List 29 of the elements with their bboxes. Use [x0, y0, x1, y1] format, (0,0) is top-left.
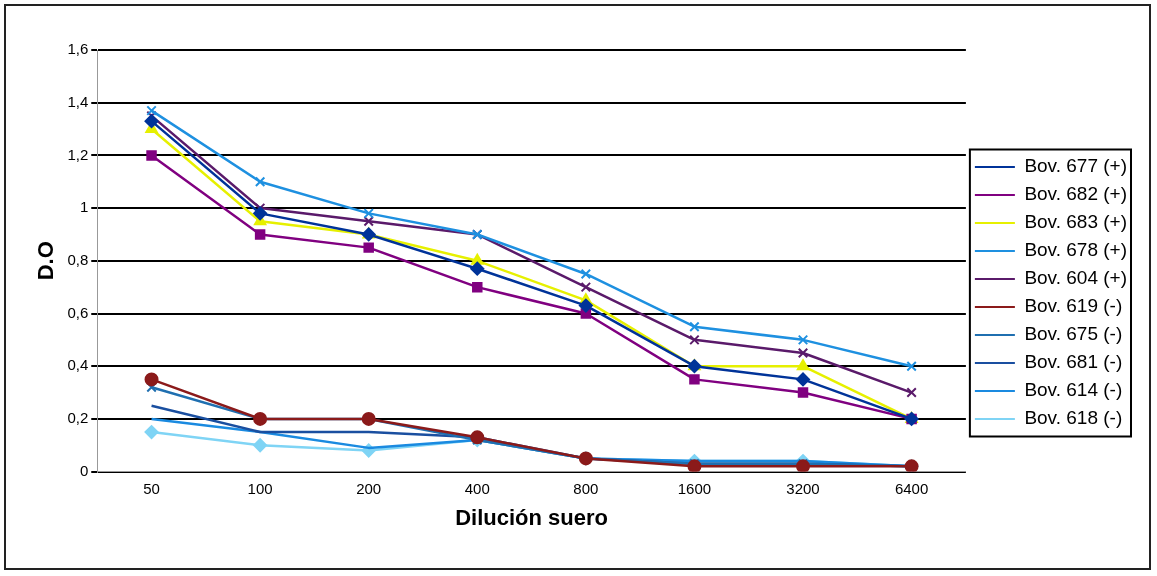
y-tick-label: 0,4	[67, 356, 89, 374]
legend-label: Bov. 683 (+)	[1024, 211, 1128, 233]
legend-label: Bov. 675 (-)	[1024, 323, 1123, 345]
x-tick-label: 200	[356, 479, 382, 497]
y-tick-label: 0,6	[67, 303, 89, 321]
legend-label: Bov. 681 (-)	[1024, 351, 1123, 373]
legend-label: Bov. 677 (+)	[1024, 155, 1128, 177]
y-tick-label: 0,8	[67, 250, 89, 268]
legend-label: Bov. 678 (+)	[1024, 239, 1128, 261]
y-axis-title: D.O	[33, 241, 59, 281]
y-tick-label: 0,2	[67, 409, 89, 427]
y-tick-label: 1,2	[67, 145, 89, 163]
legend-label: Bov. 614 (-)	[1024, 379, 1123, 401]
x-tick-label: 50	[143, 479, 160, 497]
x-tick-label: 800	[573, 479, 599, 497]
y-tick-label: 1,4	[67, 92, 89, 110]
y-tick-label: 0	[79, 461, 89, 479]
x-tick-label: 3200	[786, 479, 820, 497]
legend-label: Bov. 604 (+)	[1024, 267, 1128, 289]
x-tick-label: 6400	[894, 479, 929, 497]
x-tick-label: 100	[247, 479, 273, 497]
x-tick-label: 400	[464, 479, 490, 497]
legend-label: Bov. 619 (-)	[1024, 295, 1123, 317]
x-tick-label: 1600	[677, 479, 712, 497]
legend-label: Bov. 618 (-)	[1024, 407, 1123, 429]
legend-label: Bov. 682 (+)	[1024, 183, 1128, 205]
y-tick-label: 1	[79, 198, 89, 216]
x-axis-title: Dilución suero	[455, 504, 608, 530]
y-tick-label: 1,6	[67, 40, 89, 58]
